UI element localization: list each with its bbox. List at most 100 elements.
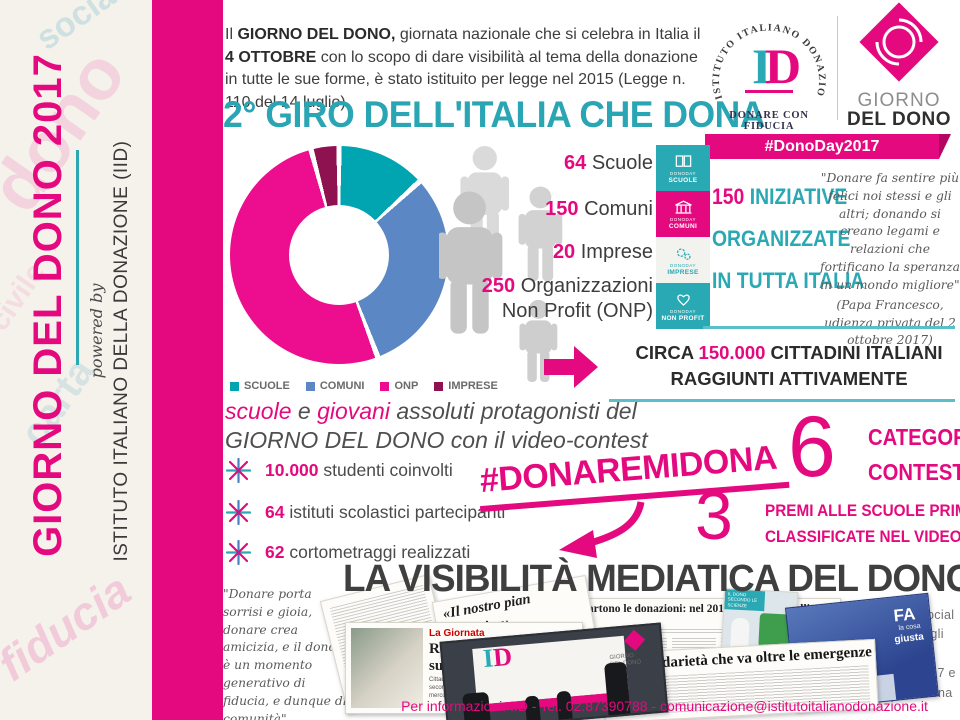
iid-letter-i: I bbox=[752, 38, 771, 94]
intro-seg: con lo scopo di dare visibilità al tema … bbox=[225, 48, 698, 112]
bullet-value: 64 bbox=[265, 502, 285, 522]
badge-label: NON PROFIT bbox=[661, 314, 705, 322]
reach-number: 150.000 bbox=[698, 342, 766, 363]
stat-value: 64 bbox=[564, 152, 587, 174]
iniziative-block: 150 INIZIATIVE ORGANIZZATE IN TUTTA ITAL… bbox=[712, 176, 864, 301]
book-icon bbox=[675, 154, 691, 167]
fake-text-lines bbox=[570, 629, 834, 634]
protagonists-text: scuole e giovani assoluti protagonisti d… bbox=[225, 397, 648, 455]
stat-scuole: 64 Scuole bbox=[393, 152, 653, 175]
iid-logo-icon: ISTITUTO ITALIANO DONAZIONE I D bbox=[701, 0, 826, 101]
tv-caption: la cosa bbox=[898, 622, 921, 633]
arrow-right-icon bbox=[544, 346, 598, 388]
stat-value: 150 bbox=[545, 198, 579, 220]
event-title-vertical: GIORNO DEL DONO 2017 bbox=[26, 53, 70, 557]
bullet-studenti: 10.000 studenti coinvolti bbox=[225, 457, 453, 484]
stat-label: Organizzazioni bbox=[520, 275, 653, 297]
stat-value: 250 bbox=[481, 275, 516, 297]
gdd-word2: DEL DONO bbox=[847, 109, 951, 130]
bullet-label: cortometraggi realizzati bbox=[289, 542, 471, 562]
legend-swatch bbox=[230, 381, 239, 391]
iniziative-line3: IN TUTTA ITALIA bbox=[712, 267, 865, 293]
iniziative-line2: ORGANIZZATE bbox=[712, 225, 851, 251]
badge-small-label: DONODAY bbox=[670, 262, 696, 268]
protag-pink: giovani bbox=[317, 398, 390, 424]
logo-divider bbox=[837, 16, 838, 120]
legend-swatch bbox=[380, 381, 390, 391]
badge-small-label: DONODAY bbox=[670, 216, 696, 222]
heart-icon bbox=[676, 293, 690, 306]
bullet-label: istituti scolastici partecipanti bbox=[289, 502, 506, 522]
stat-onp: 250 Organizzazioni Non Profit (ONP) bbox=[393, 274, 653, 324]
organization-label: ISTITUTO ITALIANO DELLA DONAZIONE (IID) bbox=[111, 140, 132, 562]
page-title: 2° GIRO DELL'ITALIA CHE DONA bbox=[223, 94, 766, 135]
bullet-text: 64 istituti scolastici partecipanti bbox=[265, 502, 505, 523]
categories-lines: CATEGORIE CONTEST bbox=[868, 420, 960, 489]
papa-quote: "Donare fa sentire più felici noi stessi… bbox=[820, 170, 960, 350]
categories-number: 6 bbox=[788, 399, 836, 495]
magenta-band bbox=[152, 0, 223, 720]
badge-scuole: DONODAY SCUOLE bbox=[656, 145, 710, 191]
prizes-lines: PREMI ALLE SCUOLE PRIME CLASSIFICATE NEL… bbox=[765, 498, 960, 551]
asterisk-icon bbox=[225, 499, 252, 526]
quote-text: "Donare porta sorrisi e gioia, donare cr… bbox=[223, 587, 347, 720]
legend-item: SCUOLE bbox=[230, 380, 290, 392]
prizes-line1: PREMI ALLE SCUOLE PRIME bbox=[765, 501, 960, 520]
mattarella-quote: "Donare porta sorrisi e gioia, donare cr… bbox=[223, 586, 347, 720]
categories-line2: CONTEST bbox=[868, 458, 960, 485]
intro-bold-date: 4 OTTOBRE bbox=[225, 48, 317, 66]
stat-label: Scuole bbox=[591, 152, 653, 174]
bullet-istituti: 64 istituti scolastici partecipanti bbox=[225, 499, 505, 526]
clipping-kicker: La Giornata bbox=[429, 628, 485, 639]
iniziative-number: 150 bbox=[712, 184, 745, 209]
stat-label-line2: Non Profit (ONP) bbox=[501, 300, 653, 322]
badge-imprese: DONODAY IMPRESE bbox=[656, 237, 710, 283]
legend-item: IMPRESE bbox=[434, 380, 498, 392]
main-content: Il GIORNO DEL DONO, giornata nazionale c… bbox=[223, 0, 960, 720]
stat-label: Comuni bbox=[584, 198, 653, 220]
teal-rule bbox=[609, 399, 955, 402]
sidebar: dono fiducia carta sociale civile GIORNO… bbox=[0, 0, 152, 720]
giorno-del-dono-logo: GIORNO DEL DONO bbox=[845, 2, 953, 134]
legend-label: IMPRESE bbox=[448, 380, 498, 392]
asterisk-icon bbox=[225, 539, 252, 566]
intro-seg: giornata nazionale che si celebra in Ita… bbox=[395, 26, 701, 43]
stat-label: Imprese bbox=[580, 241, 653, 263]
banner-fold bbox=[939, 134, 951, 159]
teal-rule bbox=[703, 326, 955, 329]
gdd-word1: GIORNO bbox=[857, 90, 941, 111]
bullet-cortometraggi: 62 cortometraggi realizzati bbox=[225, 539, 470, 566]
badge-small-label: DONODAY bbox=[670, 170, 696, 176]
iid-logo: ISTITUTO ITALIANO DONAZIONE I D DONARE C… bbox=[701, 0, 833, 134]
vertical-divider bbox=[76, 150, 79, 365]
media-section-title: LA VISIBILITÀ MEDIATICA DEL DONO bbox=[343, 558, 960, 600]
protag-line2: GIORNO DEL DONO con il video-contest bbox=[225, 426, 648, 453]
tv-caption: FA bbox=[892, 604, 917, 626]
bullet-value: 10.000 bbox=[265, 460, 319, 480]
intro-bold: GIORNO DEL DONO, bbox=[237, 26, 396, 43]
stat-value: 20 bbox=[552, 241, 576, 263]
asterisk-icon bbox=[225, 457, 252, 484]
stage-id-logo: ID bbox=[482, 642, 513, 674]
legend-label: ONP bbox=[394, 380, 419, 392]
donut-chart bbox=[230, 146, 448, 364]
badge-comuni: DONODAY COMUNI bbox=[656, 191, 710, 237]
quote-text: "Donare fa sentire più felici noi stessi… bbox=[820, 171, 960, 292]
legend-item: ONP bbox=[380, 380, 418, 392]
donoday-badge-strip: DONODAY SCUOLE DONODAY COMUNI DONODAY IM… bbox=[656, 145, 710, 329]
badge-small-label: DONODAY bbox=[670, 308, 696, 314]
protag-seg: e bbox=[291, 398, 318, 424]
clipping-photo bbox=[351, 628, 423, 708]
legend-item: COMUNI bbox=[305, 380, 365, 392]
bank-icon bbox=[674, 199, 692, 214]
intro-paragraph: Il GIORNO DEL DONO, giornata nazionale c… bbox=[225, 24, 712, 115]
stage-letter-d: D bbox=[491, 641, 514, 673]
reach-statement: CIRCA 150.000 CITTADINI ITALIANI RAGGIUN… bbox=[623, 340, 955, 392]
chart-legend: SCUOLE COMUNI ONP IMPRESE bbox=[230, 380, 498, 392]
stat-imprese: 20 Imprese bbox=[393, 241, 653, 264]
badge-label: COMUNI bbox=[668, 222, 698, 230]
badge-label: IMPRESE bbox=[667, 268, 699, 276]
legend-label: COMUNI bbox=[319, 380, 365, 392]
donoday-banner: #DonoDay2017 bbox=[705, 134, 951, 159]
footer-contact: Per informazioni: IID - Tel. 02.87390788… bbox=[401, 698, 928, 714]
